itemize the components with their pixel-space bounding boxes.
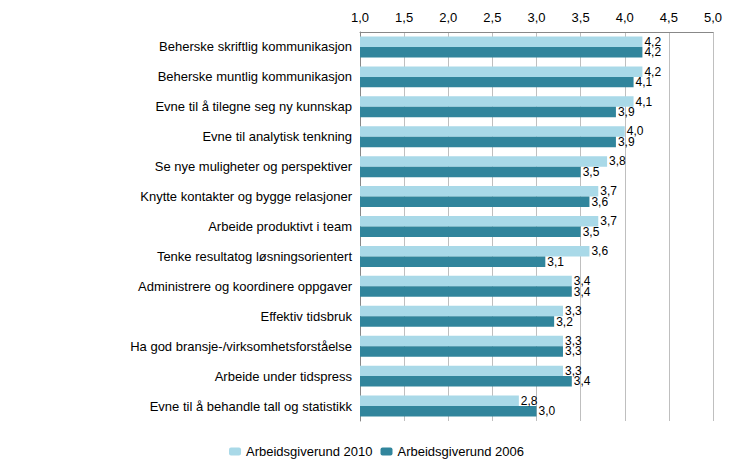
svg-text:Se nye muligheter og perspekti: Se nye muligheter og perspektiver xyxy=(155,159,353,174)
svg-text:4,0: 4,0 xyxy=(616,10,634,25)
svg-text:Arbeidsgiverund 2010: Arbeidsgiverund 2010 xyxy=(246,444,372,459)
svg-text:2,8: 2,8 xyxy=(521,394,538,408)
svg-text:1,5: 1,5 xyxy=(395,10,413,25)
svg-text:3,3: 3,3 xyxy=(565,363,582,378)
svg-text:2,5: 2,5 xyxy=(483,10,501,25)
svg-text:3,7: 3,7 xyxy=(600,214,617,228)
svg-text:Ha god bransje-/virksomhetsfor: Ha god bransje-/virksomhetsforståelse xyxy=(130,339,352,354)
svg-text:4,1: 4,1 xyxy=(636,95,653,109)
svg-text:3,5: 3,5 xyxy=(583,225,600,239)
svg-text:2,0: 2,0 xyxy=(439,10,457,25)
svg-text:Arbeide produktivt i team: Arbeide produktivt i team xyxy=(208,219,352,234)
svg-text:3,2: 3,2 xyxy=(556,315,573,329)
svg-text:3,5: 3,5 xyxy=(583,165,600,179)
svg-text:3,7: 3,7 xyxy=(600,184,617,199)
svg-text:Tenke resultatog løsningsorien: Tenke resultatog løsningsorientert xyxy=(157,249,352,264)
svg-text:3,9: 3,9 xyxy=(618,105,635,119)
svg-text:Evne til å tilegne seg ny kunn: Evne til å tilegne seg ny kunnskap xyxy=(155,99,352,114)
svg-text:3,4: 3,4 xyxy=(573,274,591,289)
svg-text:3,5: 3,5 xyxy=(572,10,590,25)
svg-text:Arbeidsgiverund 2006: Arbeidsgiverund 2006 xyxy=(398,444,524,459)
svg-text:4,1: 4,1 xyxy=(636,75,653,89)
svg-text:4,2: 4,2 xyxy=(644,34,662,49)
svg-text:4,0: 4,0 xyxy=(626,124,644,139)
svg-text:3,4: 3,4 xyxy=(574,374,591,388)
svg-text:1,0: 1,0 xyxy=(351,10,369,25)
svg-text:Beherske skriftlig kommunikasj: Beherske skriftlig kommunikasjon xyxy=(159,39,352,54)
svg-text:Effektiv tidsbruk: Effektiv tidsbruk xyxy=(260,309,352,324)
svg-text:Arbeide under tidspress: Arbeide under tidspress xyxy=(215,369,353,384)
svg-text:5,0: 5,0 xyxy=(704,10,722,25)
svg-text:3,3: 3,3 xyxy=(565,304,582,318)
svg-text:3,0: 3,0 xyxy=(539,404,556,418)
svg-text:4,2: 4,2 xyxy=(644,45,661,59)
svg-text:3,6: 3,6 xyxy=(591,195,608,209)
svg-text:Beherske muntlig kommunikasjon: Beherske muntlig kommunikasjon xyxy=(158,69,352,84)
svg-text:Administrere og koordinere opp: Administrere og koordinere oppgaver xyxy=(138,279,353,294)
svg-text:4,2: 4,2 xyxy=(644,64,662,79)
svg-text:3,1: 3,1 xyxy=(547,255,564,269)
svg-text:4,5: 4,5 xyxy=(660,10,678,25)
svg-text:Evne til analytisk tenkning: Evne til analytisk tenkning xyxy=(202,129,352,144)
svg-text:Knytte kontakter og bygge rela: Knytte kontakter og bygge relasjoner xyxy=(140,189,352,204)
svg-text:3,8: 3,8 xyxy=(609,154,626,168)
svg-text:3,6: 3,6 xyxy=(591,244,608,258)
svg-text:3,4: 3,4 xyxy=(574,285,591,299)
svg-text:3,0: 3,0 xyxy=(527,10,545,25)
svg-text:3,9: 3,9 xyxy=(618,135,635,149)
svg-text:3,3: 3,3 xyxy=(565,344,582,358)
svg-text:3,3: 3,3 xyxy=(565,334,582,348)
svg-text:Evne til å behandle tall og st: Evne til å behandle tall og statistikk xyxy=(150,399,353,414)
